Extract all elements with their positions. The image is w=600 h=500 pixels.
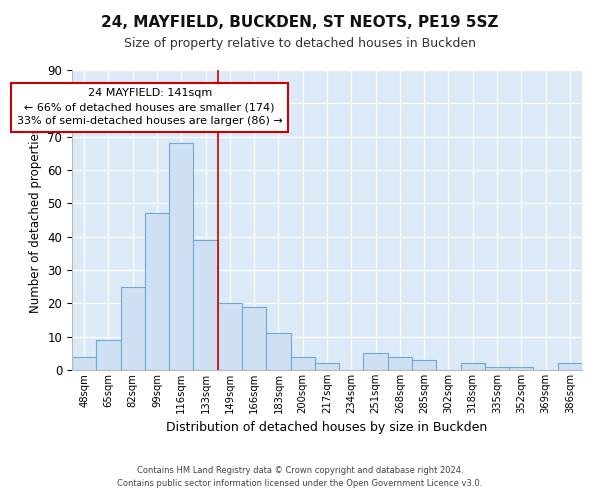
Bar: [461, 364, 485, 370]
Bar: [121, 286, 145, 370]
Bar: [145, 214, 169, 370]
Bar: [266, 334, 290, 370]
Bar: [290, 356, 315, 370]
Text: 24, MAYFIELD, BUCKDEN, ST NEOTS, PE19 5SZ: 24, MAYFIELD, BUCKDEN, ST NEOTS, PE19 5S…: [101, 15, 499, 30]
Bar: [509, 366, 533, 370]
Y-axis label: Number of detached properties: Number of detached properties: [29, 127, 42, 313]
X-axis label: Distribution of detached houses by size in Buckden: Distribution of detached houses by size …: [166, 422, 488, 434]
Text: Size of property relative to detached houses in Buckden: Size of property relative to detached ho…: [124, 38, 476, 51]
Bar: [193, 240, 218, 370]
Bar: [485, 366, 509, 370]
Text: Contains HM Land Registry data © Crown copyright and database right 2024.
Contai: Contains HM Land Registry data © Crown c…: [118, 466, 482, 487]
Bar: [315, 364, 339, 370]
Bar: [412, 360, 436, 370]
Bar: [218, 304, 242, 370]
Bar: [96, 340, 121, 370]
Text: 24 MAYFIELD: 141sqm
← 66% of detached houses are smaller (174)
33% of semi-detac: 24 MAYFIELD: 141sqm ← 66% of detached ho…: [17, 88, 283, 126]
Bar: [388, 356, 412, 370]
Bar: [558, 364, 582, 370]
Bar: [169, 144, 193, 370]
Bar: [364, 354, 388, 370]
Bar: [72, 356, 96, 370]
Bar: [242, 306, 266, 370]
